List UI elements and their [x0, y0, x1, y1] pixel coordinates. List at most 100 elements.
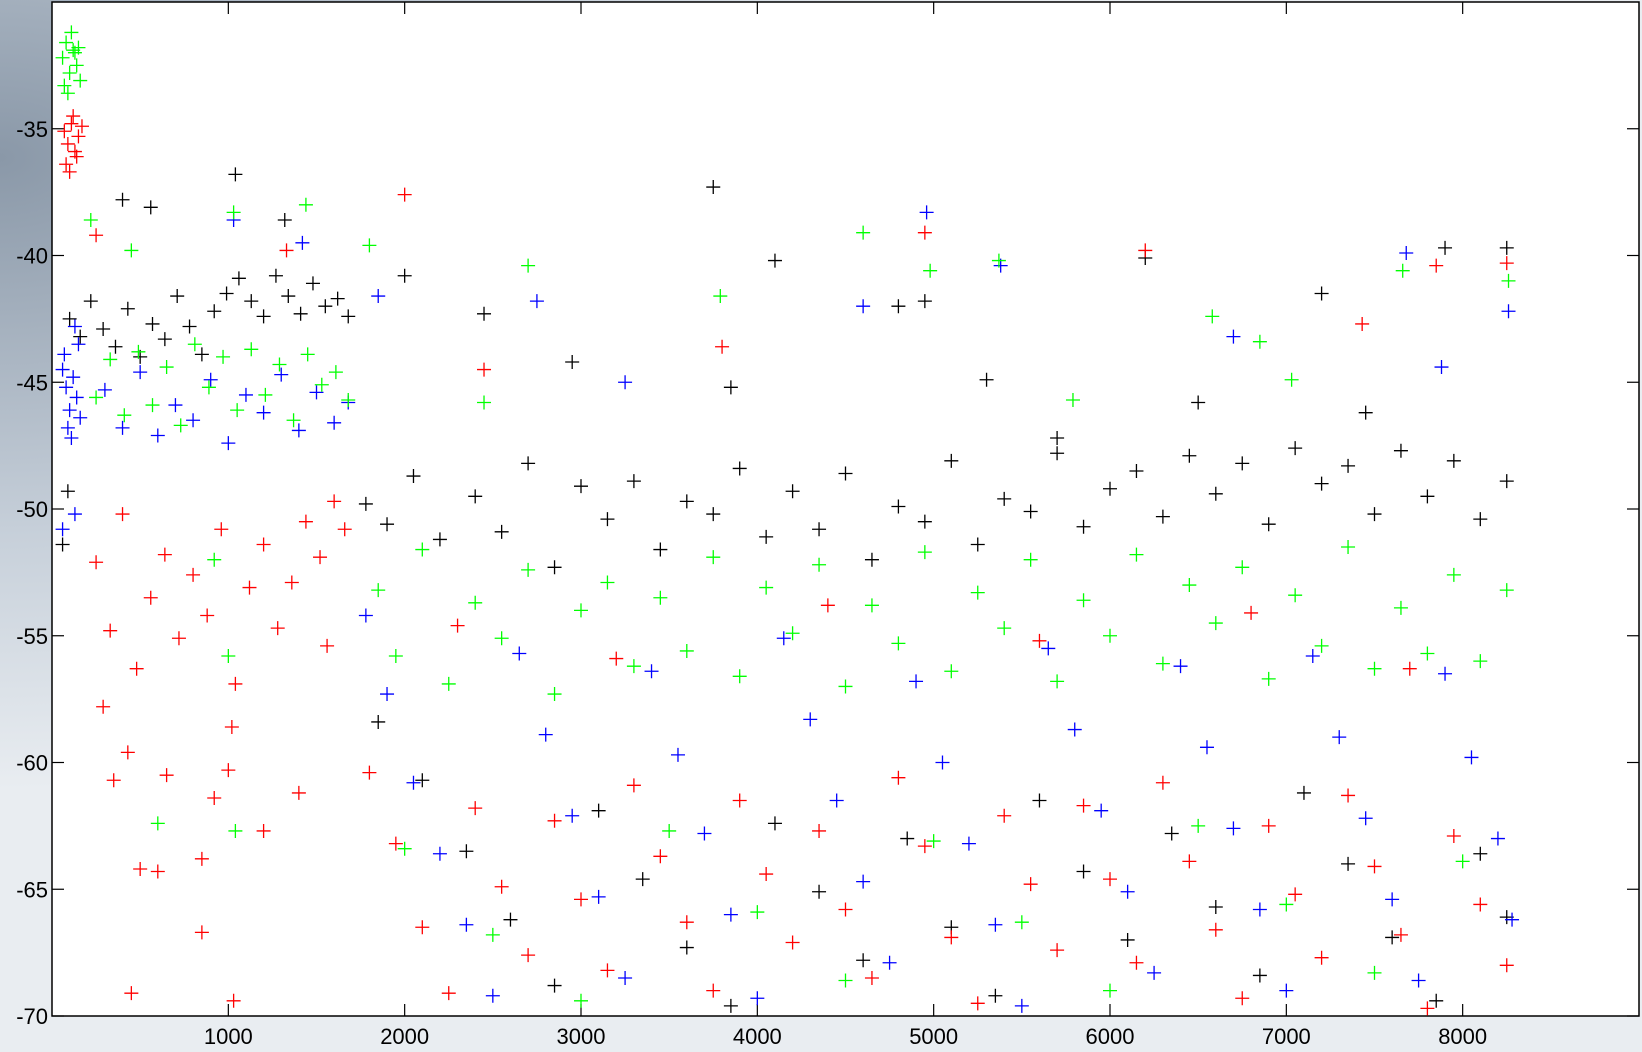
scatter-point: [228, 823, 243, 838]
scatter-point: [1208, 899, 1223, 914]
scatter-point: [117, 408, 132, 423]
scatter-point: [207, 790, 222, 805]
scatter-point: [750, 905, 765, 920]
scatter-point: [89, 390, 104, 405]
scatter-point: [856, 225, 871, 240]
scatter-point: [1385, 892, 1400, 907]
scatter-point: [224, 720, 239, 735]
scatter-point: [1367, 965, 1382, 980]
scatter-point: [341, 392, 356, 407]
scatter-point: [83, 213, 98, 228]
scatter-point: [1191, 395, 1206, 410]
scatter-point: [330, 291, 345, 306]
scatter-point: [565, 354, 580, 369]
scatter-point: [1067, 722, 1082, 737]
scatter-point: [1402, 661, 1417, 676]
scatter-point: [713, 289, 728, 304]
x-tick-label: 6000: [1086, 1024, 1135, 1049]
scatter-point: [371, 583, 386, 598]
scatter-point: [277, 213, 292, 228]
scatter-point: [62, 403, 77, 418]
scatter-point: [838, 973, 853, 988]
scatter-point: [864, 970, 879, 985]
scatter-point: [856, 874, 871, 889]
scatter-point: [600, 512, 615, 527]
scatter-point: [1041, 641, 1056, 656]
scatter-point: [574, 993, 588, 1008]
scatter-point: [115, 192, 130, 207]
scatter-point: [706, 180, 721, 195]
scatter-point: [415, 542, 430, 557]
scatter-point: [891, 299, 906, 314]
scatter-point: [62, 164, 77, 179]
scatter-point: [1032, 633, 1047, 648]
scatter-point: [1395, 263, 1410, 278]
scatter-point: [124, 986, 139, 1001]
scatter-point: [1120, 932, 1135, 947]
scatter-point: [143, 590, 158, 605]
scatter-point: [706, 983, 721, 998]
scatter-point: [759, 867, 774, 882]
scatter-point: [723, 907, 738, 922]
scatter-point: [1076, 798, 1091, 813]
scatter-point: [1341, 540, 1356, 555]
scatter-point: [1014, 998, 1029, 1013]
scatter-point: [944, 453, 959, 468]
scatter-point: [89, 555, 104, 570]
scatter-point: [626, 778, 641, 793]
scatter-point: [706, 550, 721, 565]
scatter-point: [565, 808, 580, 823]
scatter-point: [242, 580, 257, 595]
scatter-point: [1505, 912, 1520, 927]
scatter-point: [73, 329, 88, 344]
scatter-point: [1499, 583, 1514, 598]
scatter-point: [1314, 286, 1329, 301]
scatter-point: [298, 514, 313, 529]
scatter-point: [168, 398, 183, 413]
scatter-point: [64, 116, 79, 131]
x-axis: 1000 2000 3000 4000 5000 6000 7000 8000: [204, 2, 1487, 1049]
scatter-point: [328, 365, 343, 380]
scatter-point: [281, 289, 296, 304]
scatter-point: [1438, 666, 1453, 681]
scatter-point: [380, 687, 395, 702]
scatter-point: [626, 474, 641, 489]
scatter-point: [274, 367, 289, 382]
scatter-point: [256, 309, 271, 324]
scatter-point: [388, 836, 403, 851]
x-tick-label: 8000: [1438, 1024, 1487, 1049]
scatter-point: [468, 489, 483, 504]
scatter-point: [785, 626, 800, 641]
scatter-point: [459, 917, 474, 932]
scatter-point: [291, 423, 306, 438]
scatter-point: [935, 755, 950, 770]
scatter-point: [293, 306, 308, 321]
scatter-point: [159, 360, 174, 375]
scatter-point: [1199, 740, 1214, 755]
scatter-point: [244, 342, 259, 357]
scatter-point: [1244, 605, 1259, 620]
scatter-point: [1355, 316, 1370, 331]
scatter-point: [1050, 674, 1065, 689]
series-layer: [55, 25, 1520, 1016]
scatter-point: [150, 864, 165, 879]
scatter-point: [468, 595, 483, 610]
scatter-point: [494, 524, 509, 539]
scatter-point: [1434, 360, 1449, 375]
scatter-point: [1455, 854, 1470, 869]
scatter-point: [358, 608, 373, 623]
scatter-point: [129, 661, 144, 676]
scatter-point: [1499, 958, 1514, 973]
scatter-point: [284, 575, 299, 590]
scatter-point: [244, 294, 259, 309]
scatter-point: [1420, 646, 1435, 661]
scatter-point: [1464, 750, 1479, 765]
scatter-point: [767, 816, 782, 831]
scatter-point: [697, 826, 712, 841]
scatter-point: [120, 745, 135, 760]
scatter-point: [106, 773, 121, 788]
scatter-point: [55, 537, 70, 552]
scatter-point: [1155, 775, 1170, 790]
scatter-point: [1420, 1001, 1435, 1016]
scatter-point: [226, 993, 241, 1008]
